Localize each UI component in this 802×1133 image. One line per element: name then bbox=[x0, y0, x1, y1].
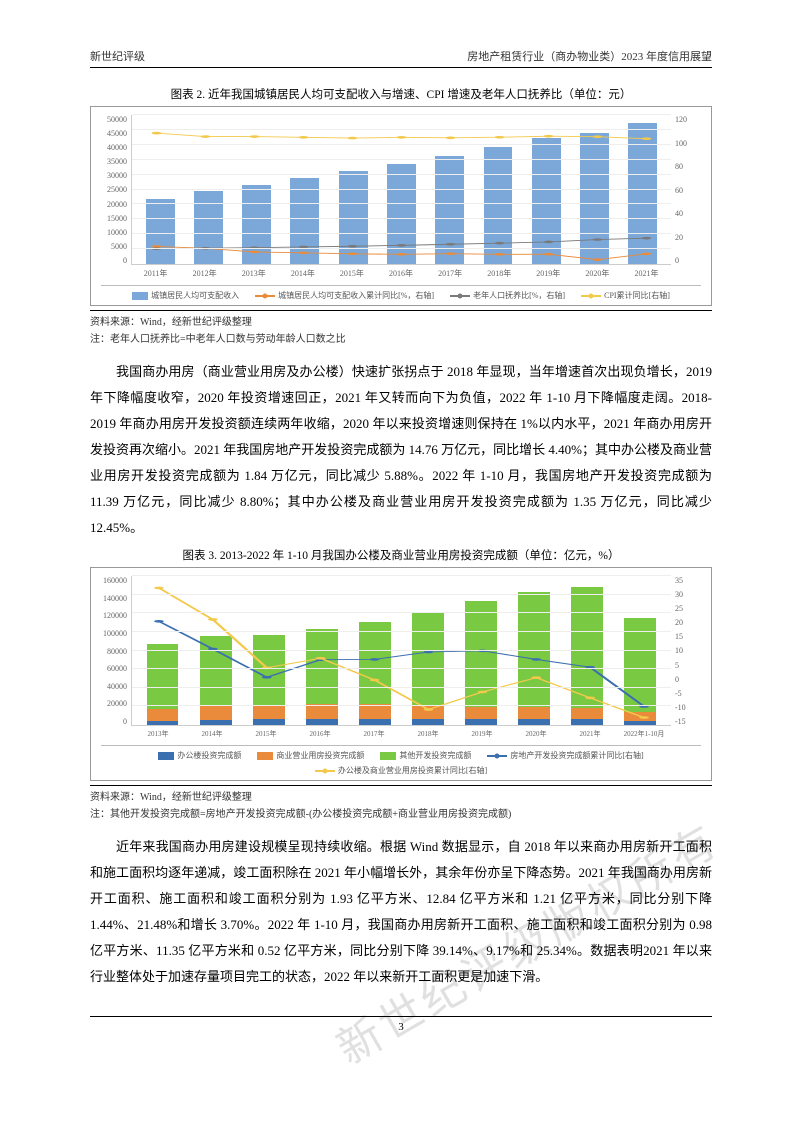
bar-group bbox=[348, 576, 401, 725]
chart2-legend: 城镇居民人均可支配收入 城镇居民人均可支配收入累计同比[%，右轴] 老年人口抚养比[… bbox=[101, 285, 701, 301]
bar-group bbox=[508, 576, 561, 725]
bar-group bbox=[329, 115, 377, 264]
bar-group bbox=[377, 115, 425, 264]
legend-item: 办公楼及商业营业用房投资累计同比[右轴] bbox=[315, 765, 487, 776]
paragraph-1: 我国商办用房（商业营业用房及办公楼）快速扩张拐点于 2018 年显现，当年增速首… bbox=[90, 359, 712, 541]
chart2-plot bbox=[131, 115, 671, 265]
chart2-y-right: 120100806040200 bbox=[671, 115, 701, 265]
legend-item: 办公楼投资完成额 bbox=[158, 750, 241, 761]
chart2-y-left: 5000045000400003500030000250002000015000… bbox=[101, 115, 131, 265]
chart2-note: 注：老年人口抚养比=中老年人口数与劳动年龄人口数之比 bbox=[90, 330, 712, 345]
legend-item: 房地产开发投资完成额累计同比[右轴] bbox=[487, 750, 643, 761]
header-left: 新世纪评级 bbox=[90, 48, 145, 64]
chart3-note: 注：其他开发投资完成额=房地产开发投资完成额-(办公楼投资完成额+商业营业用房投… bbox=[90, 805, 712, 820]
bar-group bbox=[136, 576, 189, 725]
bar-group bbox=[474, 115, 522, 264]
page-header: 新世纪评级 房地产租赁行业（商办物业类）2023 年度信用展望 bbox=[90, 48, 712, 68]
chart2-title: 图表 2. 近年我国城镇居民人均可支配收入与增速、CPI 增速及老年人口抚养比（… bbox=[90, 86, 712, 102]
legend-item: 商业营业用房投资完成额 bbox=[257, 750, 364, 761]
bar-group bbox=[184, 115, 232, 264]
chart3-title: 图表 3. 2013-2022 年 1-10 月我国办公楼及商业营业用房投资完成… bbox=[90, 547, 712, 563]
page-number: 3 bbox=[90, 1016, 712, 1033]
chart3-legend: 办公楼投资完成额 商业营业用房投资完成额 其他开发投资完成额 房地产开发投资完成额累计… bbox=[101, 745, 701, 776]
bar-group bbox=[455, 576, 508, 725]
chart3-plot bbox=[131, 576, 671, 726]
paragraph-2: 近年来我国商办用房建设规模呈现持续收缩。根据 Wind 数据显示，自 2018 … bbox=[90, 834, 712, 990]
bar-group bbox=[570, 115, 618, 264]
bar-group bbox=[426, 115, 474, 264]
chart3-plot-area: 1600001400001200001000008000060000400002… bbox=[101, 576, 701, 726]
bar-group bbox=[614, 576, 667, 725]
bar-group bbox=[295, 576, 348, 725]
chart2-x-labels: 2011年2012年2013年2014年2015年2016年2017年2018年… bbox=[101, 268, 701, 279]
bar-group bbox=[281, 115, 329, 264]
legend-item: CPI累计同比[右轴] bbox=[581, 290, 670, 301]
chart3-x-labels: 2013年2014年2015年2016年2017年2018年2019年2020年… bbox=[101, 729, 701, 739]
chart2-box: 5000045000400003500030000250002000015000… bbox=[90, 106, 712, 306]
chart3-box: 1600001400001200001000008000060000400002… bbox=[90, 567, 712, 781]
bar-group bbox=[561, 576, 614, 725]
legend-item: 其他开发投资完成额 bbox=[380, 750, 471, 761]
document-page: 新世纪评级 房地产租赁行业（商办物业类）2023 年度信用展望 图表 2. 近年… bbox=[0, 0, 802, 1073]
bar-group bbox=[233, 115, 281, 264]
header-right: 房地产租赁行业（商办物业类）2023 年度信用展望 bbox=[467, 48, 712, 64]
bar-group bbox=[522, 115, 570, 264]
legend-item: 城镇居民人均可支配收入 bbox=[132, 290, 239, 301]
bar-group bbox=[619, 115, 667, 264]
legend-item: 老年人口抚养比[%，右轴] bbox=[450, 290, 565, 301]
bar-group bbox=[189, 576, 242, 725]
chart3-source: 资料来源：Wind，经新世纪评级整理 bbox=[90, 785, 712, 803]
chart2-plot-area: 5000045000400003500030000250002000015000… bbox=[101, 115, 701, 265]
bar-group bbox=[242, 576, 295, 725]
chart2-source: 资料来源：Wind，经新世纪评级整理 bbox=[90, 310, 712, 328]
chart3-y-left: 1600001400001200001000008000060000400002… bbox=[101, 576, 131, 726]
legend-item: 城镇居民人均可支配收入累计同比[%，右轴] bbox=[255, 290, 434, 301]
chart3-y-right: 35302520151050-5-10-15 bbox=[671, 576, 701, 726]
bar-group bbox=[401, 576, 454, 725]
bar-group bbox=[136, 115, 184, 264]
